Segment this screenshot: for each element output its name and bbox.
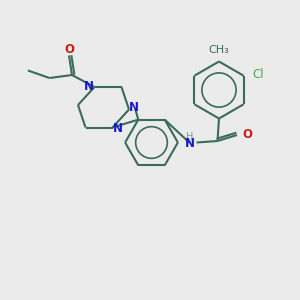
Text: CH₃: CH₃ <box>208 45 230 55</box>
Text: Cl: Cl <box>252 68 264 81</box>
Text: H: H <box>186 132 194 142</box>
Text: N: N <box>185 136 195 150</box>
Text: O: O <box>64 43 74 56</box>
Text: N: N <box>84 80 94 93</box>
Text: N: N <box>129 101 139 114</box>
Text: O: O <box>242 128 252 141</box>
Text: N: N <box>112 122 123 136</box>
